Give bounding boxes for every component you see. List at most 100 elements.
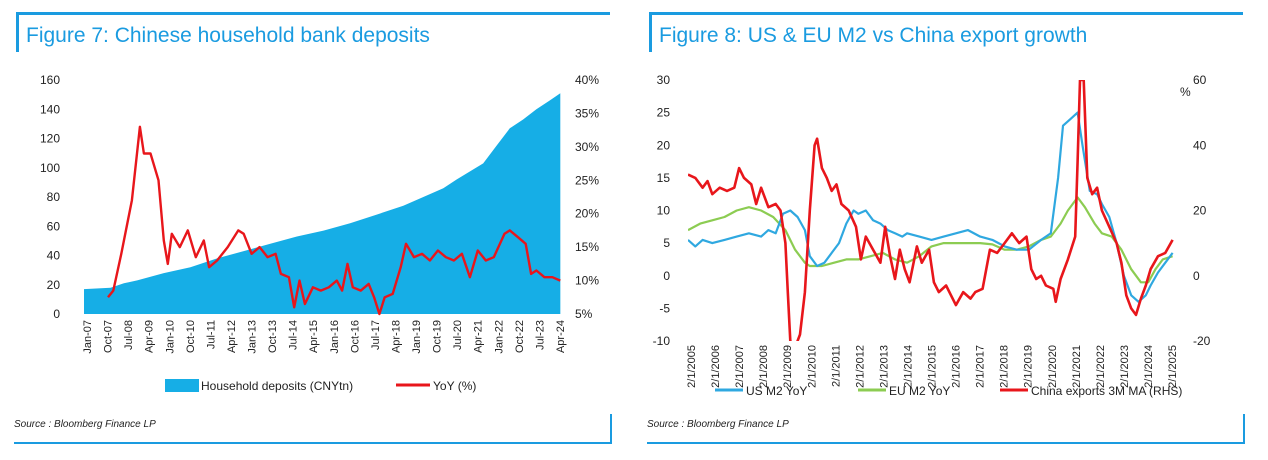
left-axis-tick-15: 15 [657,171,671,185]
x-axis-tick: Oct-22 [514,320,526,353]
x-axis-tick: Jan-19 [411,320,423,354]
figure-8-top-rule [649,12,1243,15]
x-axis-tick: Oct-13 [267,320,279,353]
right-axis-tick-25%: 25% [575,173,599,187]
x-axis-tick: 2/1/2008 [758,345,770,388]
x-axis-tick: 2/1/2011 [830,345,842,387]
x-axis-tick: 2/1/2005 [686,345,698,388]
legend-label-deposits: Household deposits (CNYtn) [201,379,353,393]
figure-7-bottom-rule [14,442,612,444]
figure-7-chart: 0 20 40 60 80 100 120 140 160 5% 10% 15% 20% 25% 30% 35… [40,73,599,393]
left-axis-tick-40: 40 [47,249,61,263]
x-axis-tick: 2/1/2023 [1119,345,1131,388]
left-axis-tick-20: 20 [657,138,671,152]
x-axis-tick: Apr-15 [308,320,320,353]
right-axis-tick--20: -20 [1193,334,1211,348]
figure-8-chart: -10 -5 0 5 10 15 20 25 30 -20 0 20 40 60% 2/1/2005 2/1/… [653,73,1211,398]
china-exports-line [688,80,1174,341]
right-axis-tick-30%: 30% [575,140,599,154]
x-axis-tick: Jul-17 [370,320,382,350]
x-axis-tick: Jul-08 [123,320,135,350]
left-axis-tick-160: 160 [40,73,60,87]
left-axis-tick-120: 120 [40,132,60,146]
x-axis-tick: 2/1/2022 [1095,345,1107,388]
right-axis-unit: % [1180,85,1191,99]
x-axis-tick: Jul-14 [288,320,300,350]
x-axis-tick: 2/1/2006 [710,345,722,388]
figure-8-right-rule [1243,414,1245,444]
x-axis-tick: 2/1/2015 [927,345,939,388]
figure-8-source: Source : Bloomberg Finance LP [647,419,789,430]
left-axis-tick-25: 25 [657,106,671,120]
right-axis-tick-40%: 40% [575,73,599,87]
x-axis-tick: 2/1/2016 [951,345,963,388]
figure-7-left-rule [16,12,19,52]
figure-7-title: Figure 7: Chinese household bank deposit… [26,24,430,47]
x-axis-tick: Oct-16 [349,320,361,353]
left-axis-tick-0: 0 [663,269,670,283]
x-axis-tick: Jan-10 [164,320,176,354]
x-axis-tick: Oct-07 [103,320,115,353]
right-axis-tick-20: 20 [1193,204,1207,218]
left-axis-tick-20: 20 [47,278,61,292]
us-m2-line [688,111,1174,303]
x-axis-tick: Jan-22 [493,320,505,354]
figure-7-right-rule [610,414,612,444]
legend-swatch-deposits [165,379,199,392]
x-axis-tick: Jul-20 [452,320,464,350]
x-axis-tick: Apr-12 [226,320,238,353]
x-axis-tick: Apr-18 [390,320,402,353]
legend-label-us-m2: US M2 YoY [746,384,807,398]
yoy-line [107,125,561,316]
left-axis-tick--5: -5 [659,301,670,315]
household-deposits-area [84,93,561,314]
x-axis-tick: 2/1/2020 [1047,345,1059,388]
right-axis-tick-60: 60 [1193,73,1207,87]
x-axis-tick: 2/1/2014 [902,345,914,388]
x-axis-tick: 2/1/2021 [1071,345,1083,388]
right-axis-tick-20%: 20% [575,207,599,221]
x-axis-tick: 2/1/2007 [734,345,746,388]
legend-label-yoy: YoY (%) [433,379,476,393]
figure-8-left-rule [649,12,652,52]
x-axis-tick: 2/1/2017 [975,345,987,388]
x-axis-tick: Jan-13 [247,320,259,354]
figure-8-bottom-rule [647,442,1245,444]
left-axis-tick-60: 60 [47,219,61,233]
legend-label-eu-m2: EU M2 YoY [889,384,950,398]
x-axis-tick: Apr-21 [473,320,485,353]
x-axis-tick: 2/1/2024 [1143,345,1155,388]
left-axis-tick-10: 10 [657,204,671,218]
figure-7-source: Source : Bloomberg Finance LP [14,419,156,430]
x-axis-tick: Apr-24 [555,320,567,353]
right-axis-tick-5%: 5% [575,307,593,321]
figure-8-title: Figure 8: US & EU M2 vs China export gro… [659,24,1088,47]
legend-label-china-exports: China exports 3M MA (RHS) [1031,384,1182,398]
left-axis-tick-80: 80 [47,190,61,204]
left-axis-tick--10: -10 [653,334,671,348]
right-axis-tick-15%: 15% [575,240,599,254]
x-axis-tick: Jan-16 [329,320,341,354]
left-axis-tick-100: 100 [40,161,60,175]
left-axis-tick-5: 5 [663,236,670,250]
left-axis-tick-140: 140 [40,102,60,116]
x-axis-tick: Jul-11 [205,320,217,349]
left-axis-tick-30: 30 [657,73,671,87]
x-axis-tick: 2/1/2019 [1023,345,1035,388]
x-axis-tick: Apr-09 [144,320,156,353]
x-axis-tick: 2/1/2025 [1167,345,1179,388]
right-axis-tick-0: 0 [1193,269,1200,283]
x-axis-tick: 2/1/2009 [782,345,794,388]
x-axis-tick: 2/1/2012 [854,345,866,388]
x-axis-tick: 2/1/2010 [806,345,818,388]
figure-7-top-rule [16,12,610,15]
x-axis-tick: 2/1/2013 [878,345,890,388]
x-axis-tick: 2/1/2018 [999,345,1011,388]
figure-7-panel: Figure 7: Chinese household bank deposit… [0,0,612,460]
left-axis-tick-0: 0 [53,307,60,321]
right-axis-tick-35%: 35% [575,106,599,120]
x-axis-tick: Oct-19 [432,320,444,353]
right-axis-tick-10%: 10% [575,274,599,288]
x-axis-tick: Jul-23 [534,320,546,350]
right-axis-tick-40: 40 [1193,138,1207,152]
